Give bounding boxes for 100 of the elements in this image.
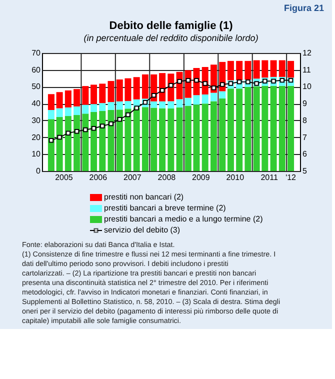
point bbox=[100, 124, 105, 128]
bar bbox=[99, 84, 106, 104]
bar bbox=[236, 60, 243, 80]
text: Figura 21 bbox=[284, 3, 324, 13]
bar bbox=[150, 108, 158, 171]
bar bbox=[288, 86, 294, 171]
y-tick-label: 40 bbox=[32, 99, 42, 108]
bar bbox=[288, 60, 294, 78]
point bbox=[91, 126, 96, 131]
y-tick-label: 70 bbox=[32, 48, 42, 58]
bar bbox=[210, 101, 217, 171]
point bbox=[117, 117, 122, 122]
bar bbox=[236, 88, 243, 171]
y-tick-label: 20 bbox=[32, 132, 42, 142]
bar bbox=[176, 107, 183, 171]
bar bbox=[90, 112, 98, 171]
bar bbox=[90, 104, 98, 112]
bar bbox=[219, 98, 226, 171]
bar bbox=[210, 92, 217, 102]
point bbox=[48, 138, 54, 143]
bar bbox=[227, 88, 234, 171]
point bbox=[211, 86, 216, 90]
bar bbox=[150, 101, 158, 108]
bar bbox=[108, 102, 114, 110]
x-tick-label: 2009 bbox=[192, 173, 210, 182]
point bbox=[177, 78, 182, 84]
point bbox=[186, 78, 191, 83]
x-tick-label: 2008 bbox=[158, 173, 176, 182]
y2-tick-label: 10 bbox=[302, 82, 312, 92]
bar bbox=[82, 104, 89, 114]
bar bbox=[168, 101, 174, 108]
bar bbox=[219, 91, 226, 99]
bar bbox=[108, 110, 114, 171]
bar bbox=[74, 115, 80, 171]
x-tick-label: 2011 bbox=[260, 173, 278, 182]
bar bbox=[64, 116, 72, 171]
point bbox=[134, 106, 139, 110]
point bbox=[202, 81, 208, 86]
point bbox=[194, 78, 199, 83]
point bbox=[246, 79, 250, 84]
y2-tick-label: 6 bbox=[302, 150, 308, 159]
legend-label: prestiti non bancari (2) bbox=[104, 192, 184, 202]
point bbox=[74, 129, 80, 134]
x-tick-label: 2006 bbox=[89, 173, 108, 182]
bar bbox=[48, 94, 54, 110]
x-tick-label: 2010 bbox=[226, 173, 245, 182]
bar bbox=[82, 114, 89, 171]
point bbox=[83, 127, 88, 132]
bar bbox=[202, 104, 208, 171]
point bbox=[151, 92, 156, 98]
bar bbox=[99, 110, 106, 171]
bar bbox=[48, 110, 54, 120]
point bbox=[57, 134, 62, 140]
bar bbox=[168, 108, 174, 171]
y-tick-label: 10 bbox=[32, 150, 42, 159]
legend-label: prestiti bancari a breve termine (2) bbox=[104, 204, 226, 212]
bar bbox=[142, 74, 148, 99]
bar bbox=[159, 101, 166, 108]
bar bbox=[133, 77, 140, 100]
bar bbox=[64, 90, 72, 108]
bar bbox=[159, 108, 166, 171]
bar bbox=[56, 108, 63, 118]
bar bbox=[227, 60, 234, 80]
bar bbox=[176, 99, 183, 108]
x-tick-label: 2005 bbox=[55, 173, 74, 182]
bar bbox=[108, 80, 114, 102]
bar bbox=[90, 84, 98, 104]
bar bbox=[64, 107, 72, 116]
bar bbox=[56, 92, 63, 108]
bar bbox=[74, 89, 80, 106]
y-tick-label: 60 bbox=[32, 65, 42, 74]
bar bbox=[270, 60, 277, 77]
point bbox=[288, 78, 294, 83]
bar bbox=[133, 107, 140, 171]
bar bbox=[244, 86, 252, 171]
point bbox=[126, 112, 130, 118]
y2-tick-label: 5 bbox=[302, 166, 308, 176]
point bbox=[160, 88, 165, 93]
y2-tick-label: 12 bbox=[302, 48, 312, 58]
point bbox=[66, 130, 71, 136]
point bbox=[168, 82, 174, 88]
chart-subtitle: (in percentuale del reddito disponibile lordo) bbox=[84, 33, 258, 43]
legend-label: prestiti bancari a medio e a lungo termine (2) bbox=[104, 214, 264, 224]
y2-tick-label: 9 bbox=[302, 99, 308, 108]
y-tick-label: 50 bbox=[32, 82, 42, 92]
y2-tick-label: 11 bbox=[302, 65, 312, 74]
y2-tick-label: 7 bbox=[302, 132, 308, 142]
bar bbox=[48, 119, 54, 171]
bar bbox=[99, 103, 106, 111]
point bbox=[254, 81, 259, 86]
bar bbox=[142, 107, 148, 171]
legend-label: servizio del debito (3) bbox=[104, 226, 180, 234]
chart-title: Debito delle famiglie (1) bbox=[109, 20, 234, 32]
y-tick-label: 0 bbox=[36, 166, 42, 176]
bar bbox=[74, 106, 80, 116]
x-tick-label: 2007 bbox=[123, 173, 142, 182]
bar bbox=[278, 60, 286, 77]
point bbox=[108, 121, 114, 126]
bar bbox=[278, 86, 286, 171]
x-tick-label: '12 bbox=[286, 173, 297, 182]
